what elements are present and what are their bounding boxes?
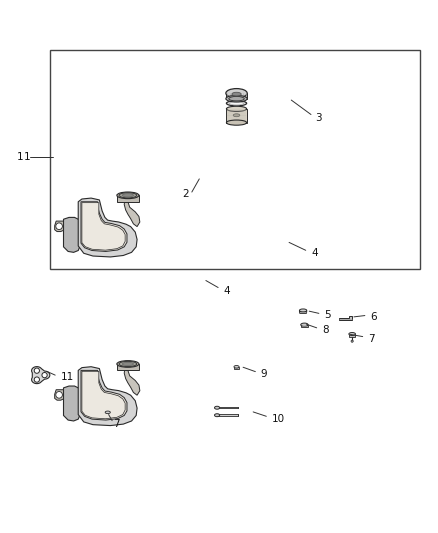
Polygon shape xyxy=(301,325,308,327)
Ellipse shape xyxy=(34,368,39,373)
Ellipse shape xyxy=(105,411,110,414)
Ellipse shape xyxy=(226,88,247,98)
Polygon shape xyxy=(64,217,80,252)
Text: 7: 7 xyxy=(113,419,120,429)
Polygon shape xyxy=(226,109,247,123)
Polygon shape xyxy=(81,202,127,252)
Polygon shape xyxy=(349,334,355,337)
Text: 4: 4 xyxy=(223,286,230,296)
Text: 8: 8 xyxy=(322,325,328,335)
Ellipse shape xyxy=(234,366,239,368)
Polygon shape xyxy=(217,407,238,408)
Ellipse shape xyxy=(117,192,139,199)
Bar xyxy=(50,50,420,269)
Text: 1: 1 xyxy=(24,152,31,162)
Polygon shape xyxy=(64,386,80,421)
Polygon shape xyxy=(300,311,307,313)
Ellipse shape xyxy=(351,340,353,342)
Ellipse shape xyxy=(301,323,308,326)
Text: 7: 7 xyxy=(368,334,374,344)
Polygon shape xyxy=(226,93,247,99)
Polygon shape xyxy=(117,195,139,202)
Text: 9: 9 xyxy=(261,369,267,379)
Text: 5: 5 xyxy=(324,310,331,320)
Ellipse shape xyxy=(226,106,247,111)
Ellipse shape xyxy=(119,361,137,367)
Polygon shape xyxy=(339,316,352,320)
Text: 11: 11 xyxy=(60,372,74,382)
Polygon shape xyxy=(124,370,140,395)
Polygon shape xyxy=(124,202,140,227)
Polygon shape xyxy=(32,367,50,384)
Ellipse shape xyxy=(56,392,62,398)
Text: 6: 6 xyxy=(370,312,377,322)
Text: 1: 1 xyxy=(17,152,23,162)
Polygon shape xyxy=(234,367,239,369)
Ellipse shape xyxy=(232,92,241,96)
Ellipse shape xyxy=(122,362,134,366)
Ellipse shape xyxy=(119,193,137,198)
Polygon shape xyxy=(217,415,238,416)
Ellipse shape xyxy=(215,414,220,417)
Text: 4: 4 xyxy=(311,248,318,259)
Ellipse shape xyxy=(34,377,39,382)
Ellipse shape xyxy=(122,193,134,197)
Polygon shape xyxy=(82,372,125,419)
Ellipse shape xyxy=(349,333,356,335)
Ellipse shape xyxy=(300,309,307,312)
Polygon shape xyxy=(117,364,139,370)
Ellipse shape xyxy=(230,102,244,105)
Text: 3: 3 xyxy=(315,112,322,123)
Ellipse shape xyxy=(226,101,247,106)
Ellipse shape xyxy=(117,361,139,367)
Polygon shape xyxy=(78,367,137,425)
Ellipse shape xyxy=(226,120,247,125)
Polygon shape xyxy=(55,390,64,400)
Ellipse shape xyxy=(215,406,220,409)
Ellipse shape xyxy=(226,95,247,102)
Polygon shape xyxy=(81,370,127,420)
Ellipse shape xyxy=(229,96,244,101)
Text: 10: 10 xyxy=(272,414,285,424)
Ellipse shape xyxy=(42,373,47,378)
Ellipse shape xyxy=(56,223,62,230)
Polygon shape xyxy=(78,198,137,257)
Ellipse shape xyxy=(233,114,240,117)
Text: 2: 2 xyxy=(182,189,188,199)
Polygon shape xyxy=(106,413,110,415)
Polygon shape xyxy=(82,203,125,250)
Polygon shape xyxy=(55,221,64,231)
